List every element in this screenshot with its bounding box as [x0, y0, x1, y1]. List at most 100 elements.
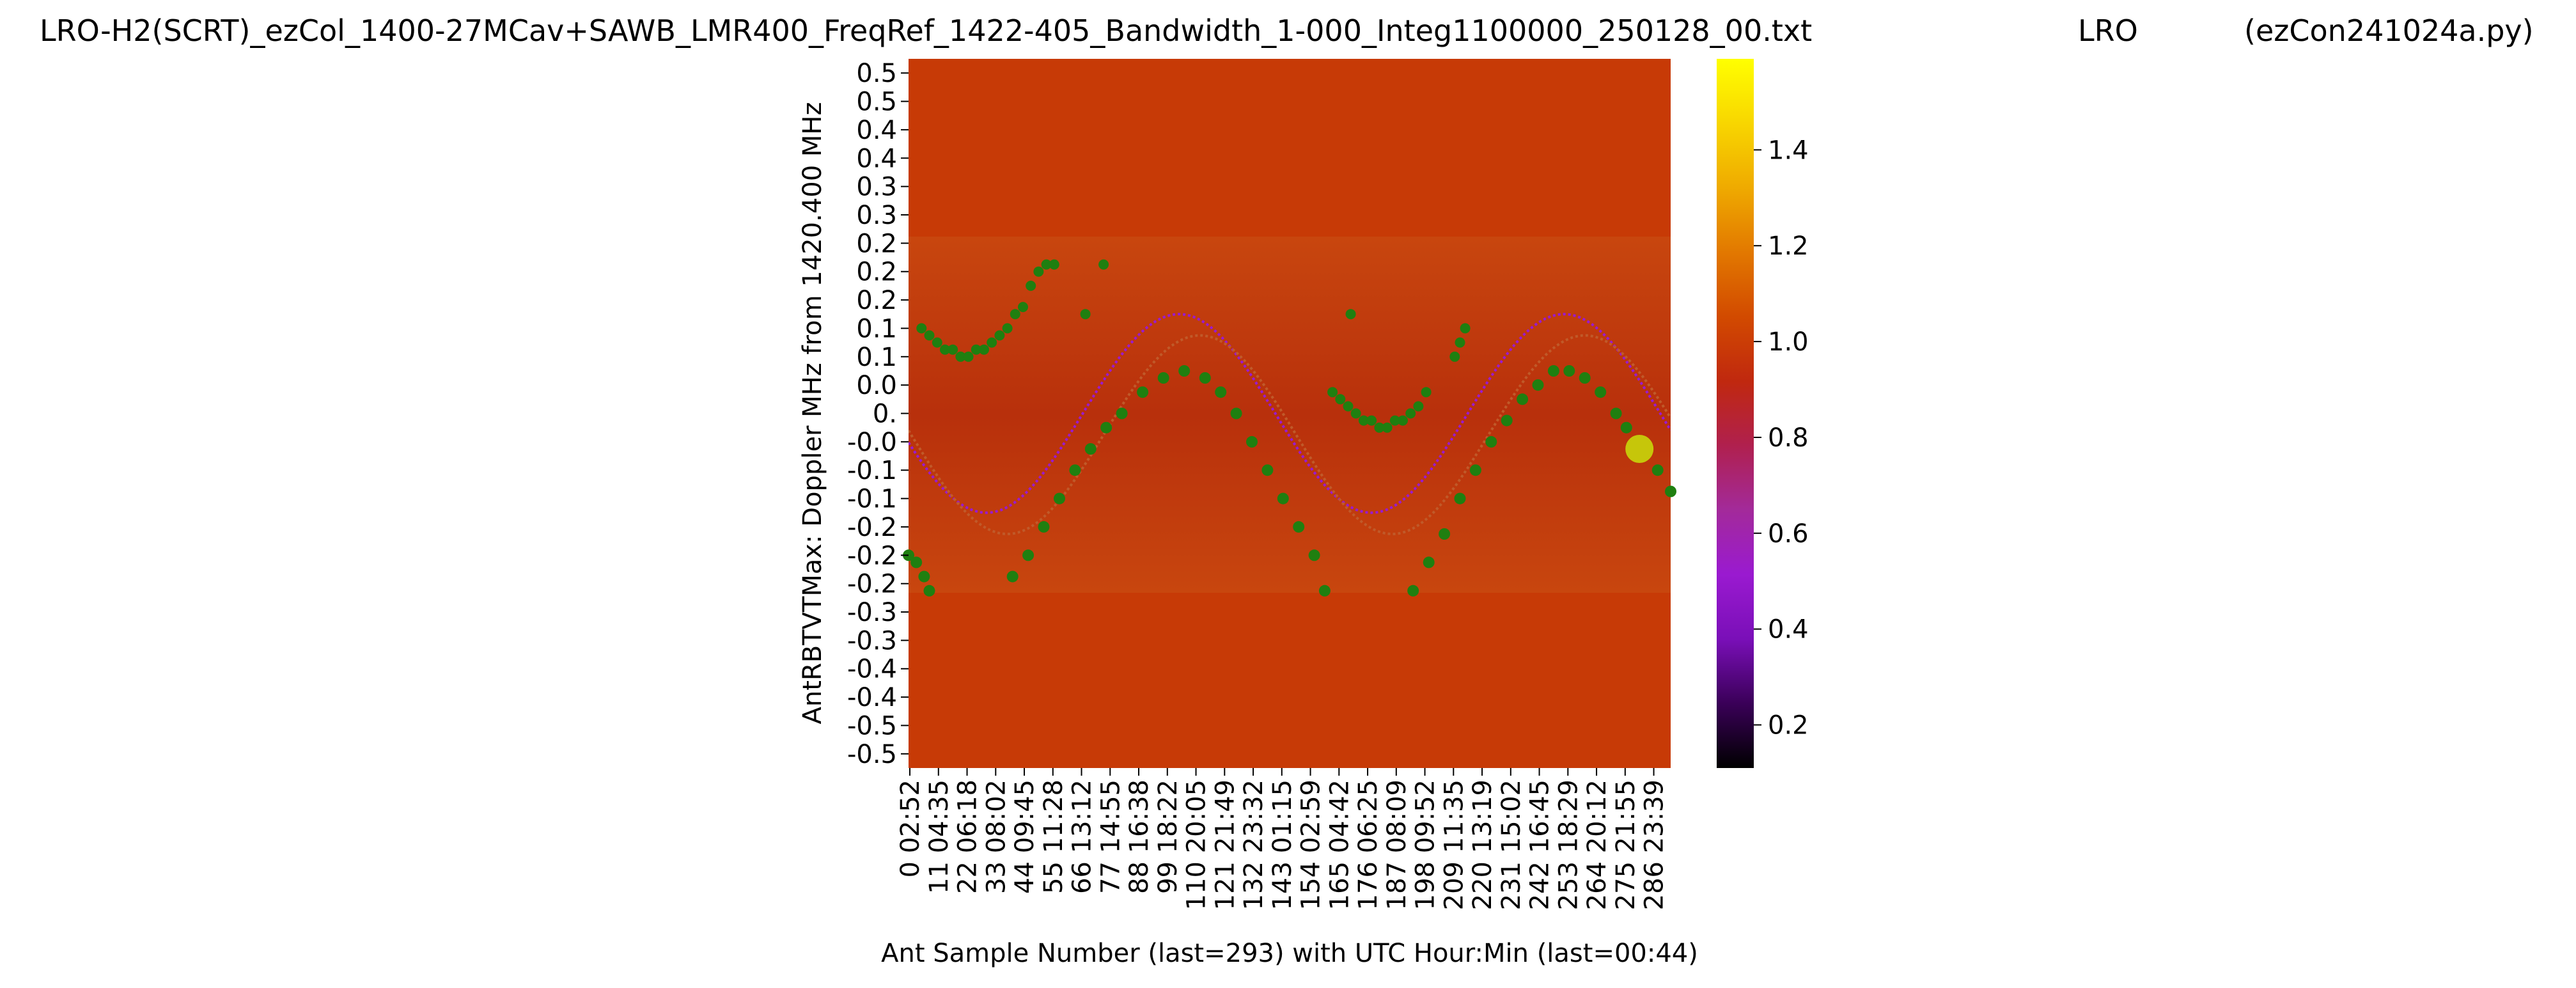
ridge_curve_maxima-point [1054, 492, 1065, 505]
colorbar-tick-label: 0.6 [1768, 519, 1809, 549]
ridge_curve_maxima-point [1651, 464, 1664, 476]
y-tick-label: 0.3 [856, 173, 897, 202]
upper_arc_points-point [1350, 408, 1361, 419]
colorbar-tick-label: 1.0 [1768, 327, 1809, 357]
hvc_marker-point [1625, 435, 1654, 463]
ridge_curve_maxima-point [1517, 393, 1529, 405]
overlay-curve-0 [909, 313, 1671, 514]
x-tick-label: 0 02:52 [896, 780, 925, 877]
ridge_curve_maxima-point [1579, 372, 1591, 384]
upper_arc_points-point [955, 351, 966, 362]
ridge_curve_maxima-point [1407, 584, 1419, 597]
x-tick-label: 154 02:59 [1297, 780, 1326, 910]
y-axis: 0.50.50.40.40.30.30.20.20.20.10.10.00.-0… [847, 59, 909, 769]
x-tick-label: 110 20:05 [1182, 780, 1212, 910]
y-tick-label: 0.3 [856, 201, 897, 230]
x-tick-label: 22 06:18 [953, 780, 983, 894]
colorbar-tick-label: 0.4 [1768, 615, 1809, 645]
upper_arc_points-point [979, 344, 989, 355]
ridge_curve_maxima-point [1293, 521, 1305, 533]
x-tick-label: 99 18:22 [1153, 780, 1183, 894]
ridge_curve_maxima-point [1038, 521, 1050, 533]
colorbar-tick-label: 1.4 [1768, 136, 1809, 165]
x-tick-label: 55 11:28 [1039, 780, 1068, 894]
upper_arc_points-point [1382, 422, 1393, 433]
ridge_curve_maxima-point [1277, 492, 1289, 505]
y-tick-label: -0.2 [847, 541, 897, 570]
x-tick-label: 143 01:15 [1268, 780, 1297, 910]
ridge_curve_maxima-point [918, 570, 930, 583]
heatmap-plot-area [903, 59, 1676, 768]
ridge_curve_maxima-point [910, 556, 923, 568]
upper_arc_points-point [963, 351, 974, 362]
ridge_curve_maxima-point [1178, 365, 1190, 377]
upper_arc_points-point [948, 344, 958, 355]
x-tick-label: 198 09:52 [1411, 780, 1440, 910]
y-tick-label: -0.1 [847, 485, 897, 514]
y-tick-label: 0.2 [856, 286, 897, 315]
y-tick-label: 0.5 [856, 59, 897, 88]
ridge_curve_maxima-point [1595, 386, 1607, 398]
x-tick-label: 11 04:35 [925, 780, 954, 894]
x-tick-label: 121 21:49 [1210, 780, 1240, 910]
ridge_curve_maxima-point [1610, 407, 1622, 420]
upper_arc_points-point [1002, 323, 1013, 334]
upper_arc_points-point [1335, 394, 1346, 405]
y-tick-label: 0.0 [856, 371, 897, 400]
upper_arc_points-point [1374, 422, 1385, 433]
upper_arc_points-point [940, 344, 950, 355]
ridge_curve_maxima-point [1532, 379, 1544, 391]
upper_arc_points-point [1389, 415, 1400, 426]
ridge_curve_maxima-point [1084, 443, 1097, 455]
x-tick-label: 275 21:55 [1611, 780, 1641, 910]
x-tick-label: 165 04:42 [1325, 780, 1354, 910]
x-tick-label: 33 08:02 [981, 780, 1011, 894]
ridge_curve_maxima-point [1469, 464, 1481, 476]
ridge_curve_maxima-point [1423, 556, 1435, 568]
x-tick-label: 253 18:29 [1554, 780, 1583, 910]
y-tick-label: -0.4 [847, 655, 897, 684]
upper_arc_points-point [932, 337, 942, 348]
upper_arc_points-point [1033, 266, 1044, 277]
y-tick-label: 0.4 [856, 116, 897, 145]
x-tick-label: 176 06:25 [1354, 780, 1383, 910]
upper_arc_points-point [1366, 415, 1377, 426]
upper_arc_points-point [916, 323, 927, 334]
upper_arc_points-point [971, 344, 981, 355]
x-tick-label: 286 23:39 [1640, 780, 1669, 910]
x-tick-label: 88 16:38 [1125, 780, 1154, 894]
overlay-curve-1 [909, 334, 1671, 536]
x-tick-label: 220 13:19 [1468, 780, 1497, 910]
series-layer [903, 259, 1676, 597]
y-tick-label: 0.1 [856, 343, 897, 372]
x-axis-label: Ant Sample Number (last=293) with UTC Ho… [881, 939, 1698, 968]
upper_arc_points-point [1041, 259, 1052, 270]
x-tick-label: 44 09:45 [1010, 780, 1040, 894]
ridge_curve_maxima-point [1261, 464, 1274, 476]
ridge_curve_maxima-point [1501, 414, 1513, 427]
upper_arc_points-point [1345, 309, 1356, 320]
ridge_curve_maxima-point [1563, 365, 1575, 377]
ridge_curve_maxima-point [1308, 549, 1320, 561]
ridge_curve_maxima-point [1547, 365, 1559, 377]
ridge_curve_maxima-point [1485, 435, 1497, 448]
chart-title-left: LRO-H2(SCRT)_ezCol_1400-27MCav+SAWB_LMR4… [40, 13, 1812, 48]
upper_arc_points-point [1449, 351, 1460, 362]
upper_arc_points-point [1358, 415, 1369, 426]
upper_arc_points-point [924, 330, 935, 341]
upper_arc_points-point [1080, 309, 1091, 320]
x-tick-label: 231 15:02 [1497, 780, 1526, 910]
upper_arc_points-point [1398, 415, 1408, 426]
y-tick-label: -0.4 [847, 683, 897, 712]
y-tick-label: -0.2 [847, 513, 897, 542]
y-tick-label: -0.0 [847, 428, 897, 457]
band-overlays [909, 313, 1671, 536]
ridge_curve_maxima-point [1022, 549, 1034, 561]
upper_arc_points-point [994, 330, 1005, 341]
y-tick-label: -0.5 [847, 711, 897, 741]
ridge_curve_maxima-point [1069, 464, 1081, 476]
ridge_curve_maxima-point [923, 584, 935, 597]
heatmap-fill-top [909, 59, 1671, 237]
